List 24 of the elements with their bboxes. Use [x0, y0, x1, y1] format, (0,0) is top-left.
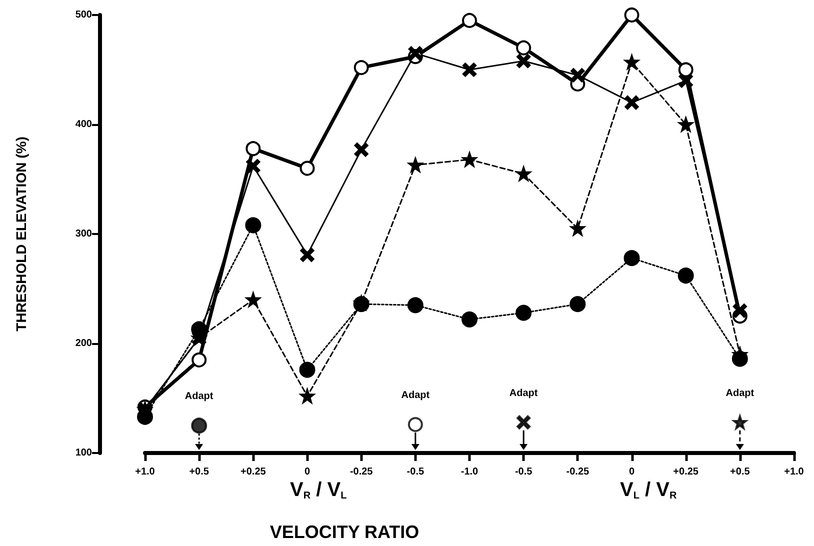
x-tick-label: +1.0	[784, 466, 804, 478]
y-tick-label: 500	[75, 10, 92, 20]
y-axis-title: THRESHOLD ELEVATION (%)	[13, 136, 29, 332]
x-tick-label: +0.5	[730, 466, 750, 478]
x-tick-label: +1.0	[135, 466, 156, 478]
x-tick-label: -0.25	[350, 466, 374, 478]
x-tick-label: 0	[628, 466, 635, 478]
annotation: Adapt	[726, 388, 755, 399]
annotation: Adapt	[509, 388, 538, 399]
x-tick-label: -0.5	[514, 466, 533, 478]
x-axis-title: VELOCITY RATIO	[270, 522, 420, 542]
y-tick-label: 100	[75, 448, 92, 458]
x-tick-label: +0.25	[240, 466, 266, 478]
x-tick-label: +0.5	[189, 466, 210, 478]
x-tick-label: +0.25	[673, 466, 699, 478]
x-tick-label: -0.5	[406, 466, 424, 478]
annotation: Adapt	[401, 390, 430, 402]
y-tick-label: 400	[75, 119, 92, 130]
x-tick-label: -0.25	[566, 466, 590, 478]
y-tick-label: 200	[75, 338, 92, 349]
y-tick-label: 300	[75, 228, 92, 240]
x-tick-label: -1.0	[460, 466, 479, 478]
annotation: Adapt	[184, 391, 214, 402]
x-tick-label: 0	[304, 466, 310, 478]
